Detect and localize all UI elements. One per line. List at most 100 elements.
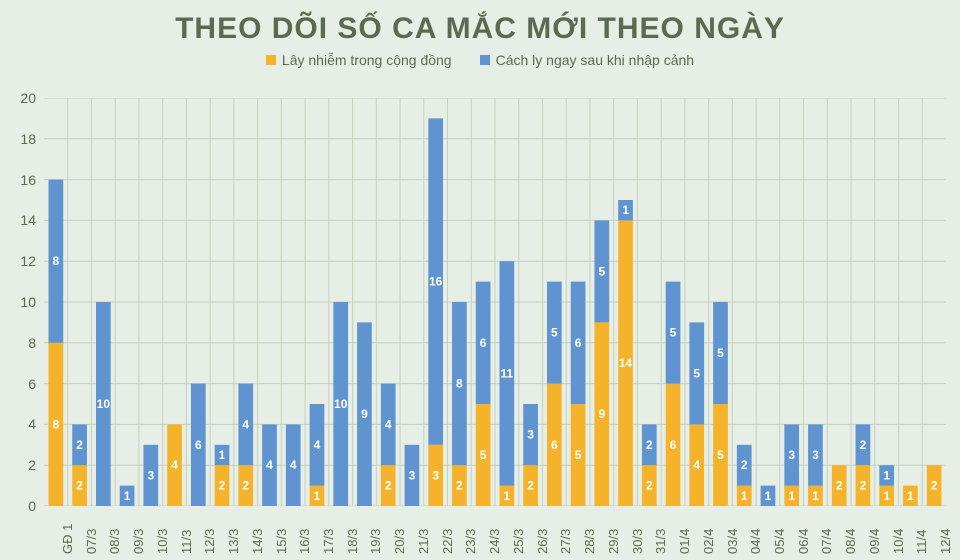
y-tick-label: 18	[20, 131, 36, 147]
bar-label: 2	[385, 479, 392, 493]
x-tick-label: 25/3	[511, 529, 526, 554]
bar-label: 6	[551, 438, 558, 452]
x-tick-label: 29/3	[606, 529, 621, 554]
bar-label: 1	[765, 489, 772, 503]
bar-label: 4	[171, 458, 178, 472]
x-tick-label: 11/3	[179, 530, 194, 554]
y-tick-label: 4	[28, 416, 36, 432]
bar-label: 1	[883, 489, 890, 503]
bar-label: 14	[619, 356, 633, 370]
bar-label: 4	[693, 458, 700, 472]
bar-label: 4	[385, 417, 392, 431]
bar-label: 1	[219, 448, 226, 462]
x-tick-label: 30/3	[630, 529, 645, 554]
y-tick-label: 16	[20, 172, 36, 188]
y-tick-label: 14	[20, 212, 36, 228]
x-tick-label: 04/4	[748, 529, 763, 554]
bar-label: 5	[575, 448, 582, 462]
bar-label: 8	[456, 377, 463, 391]
bar-label: 1	[907, 489, 914, 503]
x-tick-label: 20/3	[392, 529, 407, 554]
bar-label: 9	[598, 407, 605, 421]
x-tick-label: 13/3	[226, 529, 241, 554]
bar-label: 2	[242, 479, 249, 493]
legend-item-blue: Cách ly ngay sau khi nhập cảnh	[480, 52, 694, 68]
bar-label: 4	[314, 438, 321, 452]
legend-label-blue: Cách ly ngay sau khi nhập cảnh	[496, 52, 694, 68]
bar-label: 5	[551, 326, 558, 340]
bar-label: 2	[860, 438, 867, 452]
bar-label: 10	[334, 397, 348, 411]
bar-label: 2	[76, 479, 83, 493]
x-tick-label: 18/3	[345, 529, 360, 554]
bar-label: 11	[501, 366, 514, 380]
bar-label: 2	[527, 479, 534, 493]
bar-label: 4	[290, 458, 297, 472]
bar-label: 4	[266, 458, 273, 472]
bar-label: 1	[124, 489, 131, 503]
x-tick-label: 10/3	[155, 529, 170, 554]
bar-label: 5	[717, 448, 724, 462]
bar-label: 6	[195, 438, 202, 452]
x-tick-label: 10/4	[891, 529, 906, 554]
legend: Lây nhiễm trong cộng đồng Cách ly ngay s…	[0, 52, 960, 68]
legend-label-yellow: Lây nhiễm trong cộng đồng	[282, 52, 452, 68]
bar-label: 5	[717, 346, 724, 360]
bar-label: 5	[480, 448, 487, 462]
x-axis: GĐ 107/308/309/310/311/312/313/314/315/3…	[44, 506, 946, 560]
bar-label: 2	[646, 479, 653, 493]
chart-svg: 8822101346212444141092433162856111236556…	[44, 98, 946, 506]
bar-label: 1	[741, 489, 748, 503]
y-axis: 02468101214161820	[0, 98, 44, 506]
bar-label: 2	[836, 479, 843, 493]
bar-label: 3	[812, 448, 819, 462]
bar-label: 16	[429, 275, 443, 289]
bar-label: 3	[432, 468, 439, 482]
bar-label: 6	[670, 438, 677, 452]
y-tick-label: 0	[28, 498, 36, 514]
x-tick-label: 28/3	[582, 529, 597, 554]
bar-label: 2	[219, 479, 226, 493]
x-tick-label: 22/3	[440, 529, 455, 554]
x-tick-label: 17/3	[321, 529, 336, 554]
x-tick-label: 01/4	[677, 529, 692, 554]
x-tick-label: 19/3	[368, 529, 383, 554]
legend-swatch-blue	[480, 55, 490, 65]
bar-label: 10	[97, 397, 111, 411]
bar-label: 1	[788, 489, 795, 503]
x-tick-label: 07/3	[84, 529, 99, 554]
bar-label: 2	[860, 479, 867, 493]
bar-label: 5	[598, 264, 605, 278]
bar-label: 2	[931, 479, 938, 493]
bar-label: 4	[242, 417, 249, 431]
x-tick-label: 24/3	[487, 529, 502, 554]
y-tick-label: 8	[28, 335, 36, 351]
x-tick-label: 16/3	[297, 529, 312, 554]
bar-label: 1	[883, 468, 890, 482]
x-tick-label: 14/3	[250, 529, 265, 554]
x-tick-label: 08/3	[107, 529, 122, 554]
x-tick-label: 12/4	[938, 529, 953, 554]
x-tick-label: 12/3	[202, 529, 217, 554]
bar-label: 6	[480, 336, 487, 350]
bar-label: 2	[646, 438, 653, 452]
plot-area: 8822101346212444141092433162856111236556…	[44, 98, 946, 506]
bar-label: 8	[53, 254, 60, 268]
y-tick-label: 12	[20, 253, 36, 269]
x-tick-label: 03/4	[725, 529, 740, 554]
x-tick-label: 11/4	[914, 530, 929, 554]
bar-label: 1	[504, 489, 511, 503]
legend-item-yellow: Lây nhiễm trong cộng đồng	[266, 52, 452, 68]
y-tick-label: 2	[28, 457, 36, 473]
x-tick-label: 09/4	[867, 529, 882, 554]
bar-label: 5	[693, 366, 700, 380]
y-tick-label: 6	[28, 376, 36, 392]
bar-label: 2	[456, 479, 463, 493]
bar-label: 3	[527, 428, 534, 442]
bar-label: 3	[147, 468, 154, 482]
bar-label: 1	[812, 489, 819, 503]
x-tick-label: 08/4	[843, 529, 858, 554]
y-tick-label: 10	[20, 294, 36, 310]
y-tick-label: 20	[20, 90, 36, 106]
legend-swatch-yellow	[266, 55, 276, 65]
